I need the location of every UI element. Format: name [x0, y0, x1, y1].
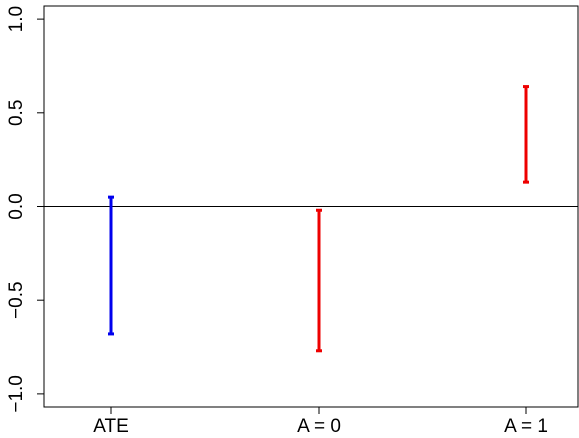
interval-a-0 [316, 208, 322, 353]
x-tick-label: ATE [93, 416, 129, 437]
x-tick-label: A = 0 [297, 416, 341, 437]
y-tick-label: 0.0 [6, 193, 27, 219]
x-tick-label: A = 1 [504, 416, 548, 437]
y-tick-label: −0.5 [6, 281, 27, 319]
y-tick-label: 1.0 [6, 6, 27, 32]
interval-a-1 [523, 85, 529, 184]
y-tick-label: 0.5 [6, 100, 27, 126]
interval-ate [108, 195, 114, 336]
y-tick-label: −1.0 [6, 375, 27, 413]
